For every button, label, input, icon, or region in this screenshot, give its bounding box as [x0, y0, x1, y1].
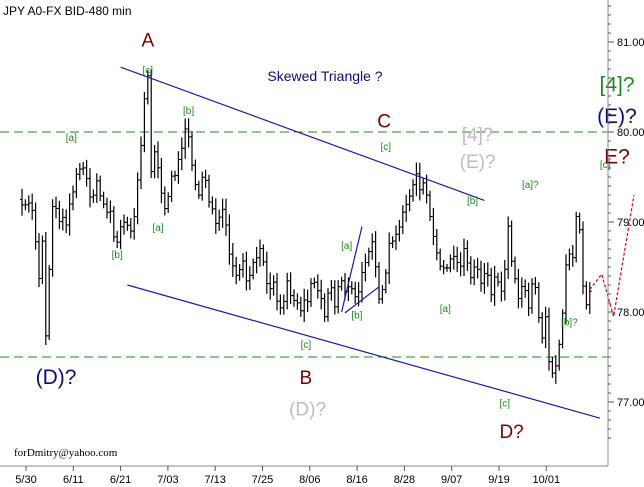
- wave-label: (E)?: [597, 105, 637, 128]
- wave-label: [b]: [112, 250, 123, 261]
- wave-label: [a]: [440, 304, 451, 315]
- x-tick-label: 5/30: [15, 474, 36, 486]
- watermark: forDmitry@yahoo.com: [14, 447, 118, 459]
- price-bars: [20, 69, 592, 384]
- wave-label: [b]: [183, 106, 194, 117]
- y-tick-label: 81.00: [617, 37, 644, 49]
- wave-label: [4]?: [599, 74, 634, 97]
- ohlc-bar: [587, 282, 592, 314]
- chart-subtitle: Skewed Triangle ?: [267, 68, 382, 84]
- trendline: [127, 284, 601, 419]
- wave-label: [b]: [351, 310, 362, 321]
- x-tick-label: 8/16: [346, 474, 367, 486]
- y-tick-label: 78.00: [617, 307, 644, 319]
- wave-label: [a]: [341, 241, 352, 252]
- chart-title: JPY A0-FX BID-480 min: [3, 4, 132, 18]
- wave-label: B: [300, 368, 313, 389]
- wave-label: [a]?: [522, 180, 539, 191]
- wave-label: [c]: [500, 399, 511, 410]
- x-tick-label: 6/21: [110, 474, 131, 486]
- x-tick-label: 9/19: [488, 474, 509, 486]
- wave-label: A: [141, 31, 154, 52]
- wave-label: C: [377, 112, 391, 133]
- x-tick-label: 8/28: [394, 474, 415, 486]
- y-tick-label: 77.00: [617, 397, 644, 409]
- wave-label: [4]?: [462, 125, 494, 146]
- wave-label: [c]: [381, 142, 392, 153]
- wave-label: D?: [499, 422, 523, 443]
- trendline: [344, 286, 380, 314]
- trendline: [120, 66, 485, 201]
- wave-label: E?: [604, 146, 630, 169]
- wave-label: [a]: [152, 223, 163, 234]
- wave-label: [c]: [143, 66, 154, 77]
- y-tick-label: 79.00: [617, 217, 644, 229]
- y-tick-label: 80.00: [617, 127, 644, 139]
- wave-label: (D)?: [289, 400, 326, 421]
- wave-label: (D)?: [36, 366, 77, 389]
- x-tick-label: 6/11: [63, 474, 84, 486]
- trendline: [341, 226, 363, 313]
- wave-label: [b]: [467, 196, 478, 207]
- x-tick-label: 8/06: [299, 474, 320, 486]
- x-tick-label: 7/03: [157, 474, 178, 486]
- x-tick-label: 10/01: [533, 474, 561, 486]
- wave-label: [b]?: [561, 318, 578, 329]
- x-tick-label: 7/13: [204, 474, 225, 486]
- horizontal-levels: [0, 131, 608, 358]
- wave-label: [c]: [301, 340, 312, 351]
- wave-labels: A [c] [a] [b] [b] [a] C [c] [a] [b] [c] B (D)? [b] [a]…: [36, 31, 637, 444]
- wave-label: [a]: [66, 133, 77, 144]
- trendlines: [120, 66, 601, 419]
- wave-label: [c]: [600, 160, 611, 171]
- wave-label: (E)?: [460, 152, 496, 173]
- x-tick-label: 7/25: [252, 474, 273, 486]
- x-tick-label: 9/07: [441, 474, 462, 486]
